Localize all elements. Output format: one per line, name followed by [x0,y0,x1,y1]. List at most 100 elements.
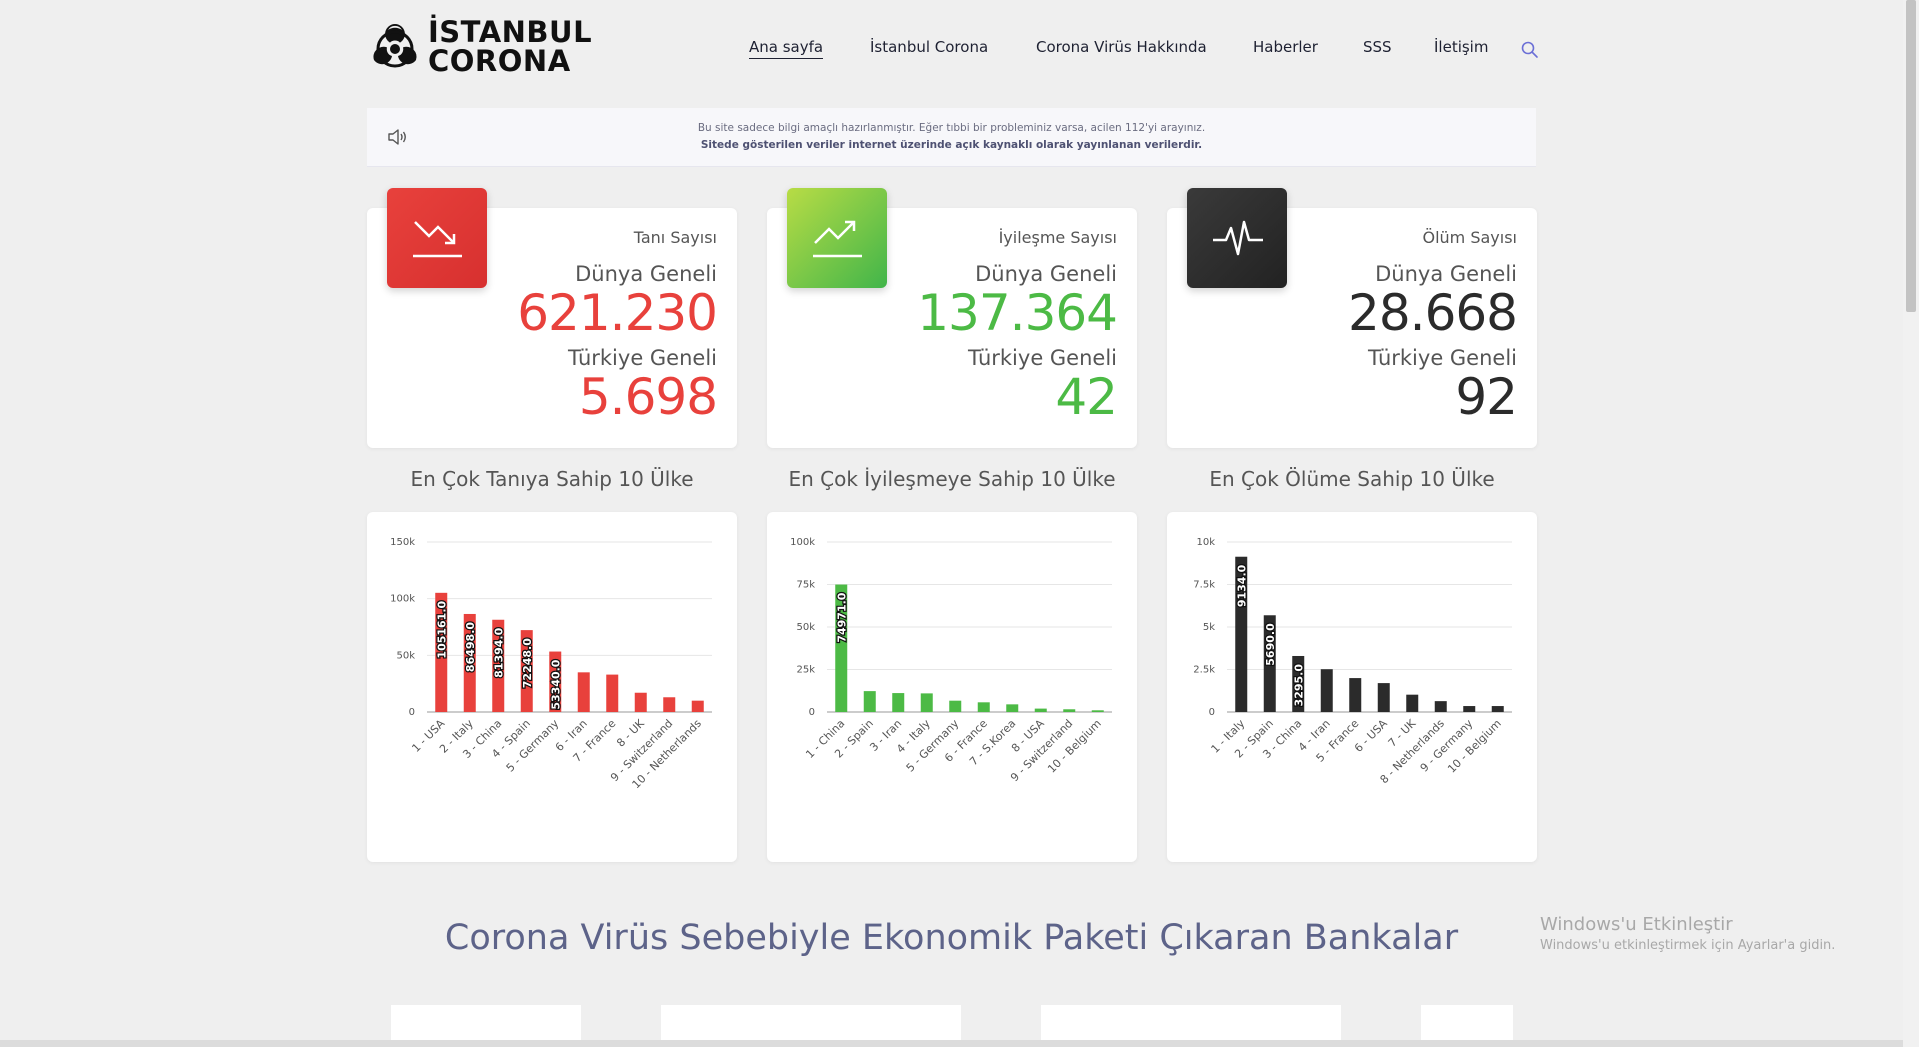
bar[interactable] [549,651,562,712]
turkey-label: Türkiye Geneli [568,346,717,370]
card-diagnosis: Tanı Sayısı Dünya Geneli 621.230 Türkiye… [367,188,737,448]
bar-data-label: 72248.0 [521,638,534,688]
card-label: İyileşme Sayısı [998,228,1117,247]
bar[interactable] [1491,706,1504,712]
bar-data-label: 105161.0 [435,600,448,658]
world-count: 137.364 [917,284,1118,342]
card-icon-box [387,188,487,288]
y-tick-label: 150k [390,537,415,548]
bar[interactable] [863,691,876,712]
y-tick-label: 100k [790,537,815,548]
card-label: Ölüm Sayısı [1422,228,1517,247]
y-tick-label: 10k [1196,537,1215,548]
bar[interactable] [1320,669,1333,712]
bar[interactable] [1349,678,1362,712]
y-tick-label: 75k [796,580,815,591]
bar[interactable] [1463,706,1476,712]
trend-up-icon [813,220,862,258]
bar[interactable] [977,702,990,712]
bar-data-label: 53340.0 [549,659,562,709]
info-notice: Bu site sadece bilgi amaçlı hazırlanmışt… [367,108,1536,167]
nav-about-virus[interactable]: Corona Virüs Hakkında [1036,38,1207,56]
y-tick-label: 50k [796,622,815,633]
world-label: Dünya Geneli [575,262,717,286]
site-logo[interactable]: İSTANBUL CORONA [366,16,592,80]
bar[interactable] [1034,708,1047,712]
bar-data-label: 74971.0 [835,592,848,642]
turkey-count: 42 [1055,368,1118,426]
turkey-count: 5.698 [578,368,718,426]
y-tick-label: 25k [796,665,815,676]
bar[interactable] [435,592,448,712]
y-tick-label: 100k [390,594,415,605]
nav-home[interactable]: Ana sayfa [749,38,824,59]
y-tick-label: 0 [809,707,815,718]
world-label: Dünya Geneli [975,262,1117,286]
card-icon-box [787,188,887,288]
bar[interactable] [1434,701,1447,712]
scrollbar-thumb[interactable] [1906,0,1916,312]
speaker-icon[interactable] [387,127,409,147]
windows-activation-title: Windows'u Etkinleştir [1540,914,1733,935]
bar[interactable] [949,700,962,712]
notice-line1: Bu site sadece bilgi amaçlı hazırlanmışt… [697,122,1206,134]
bar[interactable] [1063,709,1076,712]
bar[interactable] [634,692,647,712]
y-tick-label: 0 [409,707,415,718]
bar[interactable] [520,630,533,712]
bar-data-label: 9134.0 [1235,564,1248,607]
notice-line2: Sitede gösterilen veriler internet üzeri… [700,139,1203,151]
nav-news[interactable]: Haberler [1253,38,1318,56]
chart-title-deaths: En Çok Ölüme Sahip 10 Ülke [1209,467,1495,491]
world-label: Dünya Geneli [1375,262,1517,286]
nav-faq[interactable]: SSS [1363,38,1392,56]
y-tick-label: 50k [396,650,415,661]
bar[interactable] [1235,556,1248,712]
nav-istanbul-corona[interactable]: İstanbul Corona [870,38,989,56]
turkey-count: 92 [1455,368,1518,426]
bar[interactable] [920,693,933,712]
bar[interactable] [606,674,619,712]
bar[interactable] [463,613,476,712]
windows-activation-subtitle: Windows'u etkinleştirmek için Ayarlar'a … [1540,938,1836,953]
y-tick-label: 0 [1209,707,1215,718]
chart-card-deaths: 0 2.5k 5k 7.5k 10k 9134.0 1 - Italy 5690.0 2 - S… [1167,512,1537,862]
y-tick-label: 2.5k [1193,665,1215,676]
bar[interactable] [892,693,905,712]
turkey-label: Türkiye Geneli [968,346,1117,370]
chart-card-recovery: 0 25k 50k 75k 100k 74971.0 1 - China 2 - Spain 3… [767,512,1137,862]
bar[interactable] [1006,704,1019,712]
bar[interactable] [663,697,676,712]
horizontal-scrollbar[interactable] [0,1040,1903,1047]
biohazard-icon [373,24,417,68]
nav-contact[interactable]: İletişim [1434,38,1489,56]
search-icon[interactable] [1520,40,1540,60]
y-tick-label: 5k [1203,622,1215,633]
turkey-label: Türkiye Geneli [1368,346,1517,370]
logo-text: İSTANBUL CORONA [428,15,593,78]
pulse-icon [1213,220,1263,256]
card-deaths: Ölüm Sayısı Dünya Geneli 28.668 Türkiye … [1167,188,1537,448]
card-icon-box [1187,188,1287,288]
card-label: Tanı Sayısı [633,228,717,247]
bar[interactable] [1406,694,1419,712]
chart-title-diagnosis: En Çok Tanıya Sahip 10 Ülke [410,467,694,491]
bar-data-label: 86498.0 [464,622,477,672]
section-title-banks: Corona Virüs Sebebiyle Ekonomik Paketi Ç… [444,918,1459,958]
bar[interactable] [1292,655,1305,712]
bar[interactable] [492,619,505,712]
chart-card-diagnosis: 0 50k 100k 150k 105161.0 1 - USA 86498.0 2 - It… [367,512,737,862]
x-tick-label: 6 - USA [1352,717,1390,755]
bar[interactable] [1377,683,1390,712]
bar-data-label: 5690.0 [1264,623,1277,666]
bar[interactable] [691,700,704,712]
bar[interactable] [1263,615,1276,712]
bar[interactable] [577,672,590,712]
bar[interactable] [835,584,848,712]
y-tick-label: 7.5k [1193,580,1215,591]
bar-data-label: 81394.0 [492,627,505,677]
bar[interactable] [1091,710,1104,712]
